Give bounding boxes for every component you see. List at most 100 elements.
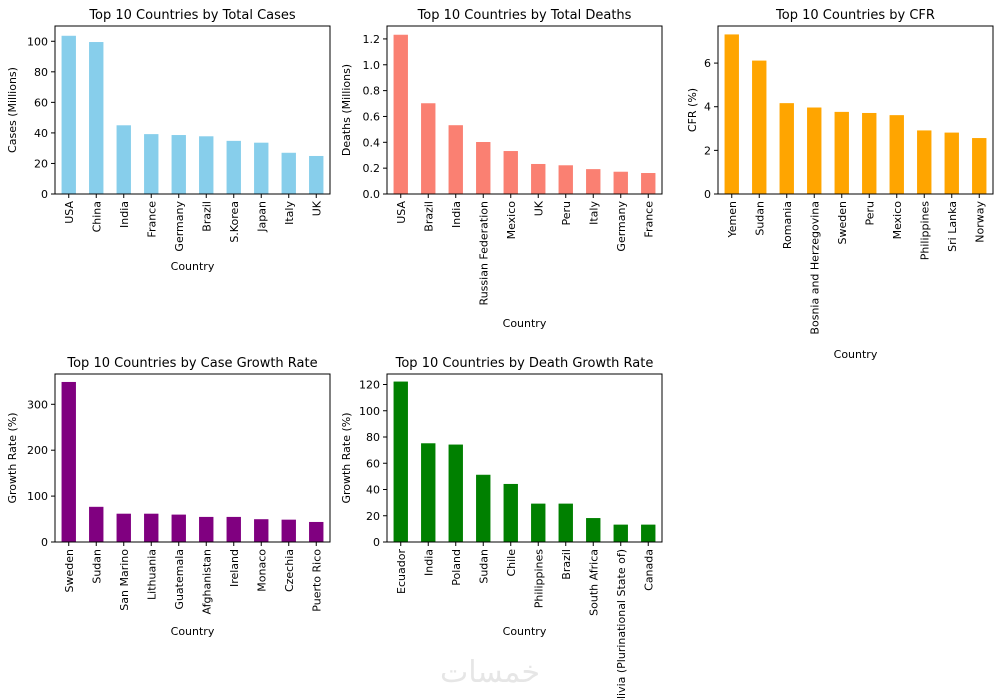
bar-guatemala <box>171 514 186 543</box>
x-tick-label: Peru <box>863 201 876 226</box>
x-tick-label: India <box>422 549 435 576</box>
chart-4: Top 10 Countries by Case Growth Rate 0 100… <box>6 356 331 638</box>
chart-3: Top 10 Countries by CFR 0 2 4 6 Yemen Sudan Rom… <box>686 8 994 361</box>
x-tick-label: Brazil <box>422 201 435 232</box>
bar-france <box>144 134 159 195</box>
bar-sri-lanka <box>944 132 959 195</box>
y-tick-label: 2 <box>704 144 711 157</box>
chart-1: Top 10 Countries by Total Cases 0 20 40 60 80… <box>6 8 331 273</box>
x-tick-label: Sudan <box>753 201 766 236</box>
x-tick-label: Czechia <box>283 549 296 592</box>
x-tick-label: Sri Lanka <box>946 201 959 252</box>
bar-afghanistan <box>199 516 214 543</box>
bar-ecuador <box>393 381 408 543</box>
bar-uk <box>531 163 546 195</box>
x-tick-label: Sudan <box>477 549 490 584</box>
x-tick-label: India <box>118 201 131 228</box>
chart-title: Top 10 Countries by Total Deaths <box>417 8 632 23</box>
x-tick-label: France <box>642 201 655 238</box>
x-tick-label: Puerto Rico <box>310 549 323 612</box>
x-tick-label: South Africa <box>587 549 600 616</box>
y-tick-label: 60 <box>34 96 48 109</box>
x-tick-label: Italy <box>587 201 600 225</box>
x-tick-label: Russian Federation <box>477 201 490 305</box>
bar-san-marino <box>116 513 131 543</box>
bar-mexico <box>503 151 518 195</box>
x-tick-label: Ireland <box>228 549 241 587</box>
bar-brazil <box>558 503 573 543</box>
y-axis-label: Deaths (Millions) <box>340 64 353 156</box>
y-tick-label: 100 <box>27 35 48 48</box>
chart-title: Top 10 Countries by CFR <box>775 8 935 23</box>
bar-peru <box>862 112 877 195</box>
bar-india <box>448 125 463 195</box>
watermark-logo: خمسات <box>440 655 541 690</box>
x-tick-label: Sudan <box>90 549 103 584</box>
y-axis-label: CFR (%) <box>686 88 699 132</box>
y-tick-label: 0 <box>373 536 380 549</box>
x-tick-label: Guatemala <box>173 549 186 610</box>
x-tick-label: Philippines <box>532 549 545 609</box>
chart-title: Top 10 Countries by Case Growth Rate <box>66 356 317 371</box>
x-axis-label: Country <box>834 348 878 361</box>
chart-title: Top 10 Countries by Death Growth Rate <box>395 356 654 371</box>
x-tick-label: Japan <box>255 201 268 233</box>
x-tick-label: UK <box>532 200 545 216</box>
y-axis-label: Growth Rate (%) <box>6 412 19 503</box>
y-tick-label: 0.2 <box>363 162 381 175</box>
x-tick-label: San Marino <box>118 549 131 611</box>
x-tick-label: Sweden <box>836 201 849 244</box>
x-tick-label: Brazil <box>560 549 573 580</box>
bar-czechia <box>281 519 296 543</box>
bar-romania <box>779 103 794 195</box>
bar-sudan <box>89 506 104 543</box>
axes-frame <box>386 25 663 195</box>
x-tick-label: Brazil <box>200 201 213 232</box>
bar-philippines <box>531 503 546 543</box>
bar-peru <box>558 165 573 195</box>
x-axis-label: Country <box>171 625 215 638</box>
y-tick-label: 20 <box>366 510 380 523</box>
x-tick-label: Romania <box>781 201 794 249</box>
bar-puerto-rico <box>309 521 324 543</box>
y-tick-label: 40 <box>34 127 48 140</box>
x-tick-label: Afghanistan <box>200 549 213 615</box>
y-tick-label: 200 <box>27 444 48 457</box>
axes-frame <box>54 373 331 543</box>
y-tick-label: 80 <box>366 431 380 444</box>
y-tick-label: 0.4 <box>363 136 381 149</box>
bar-south-africa <box>586 518 601 543</box>
y-tick-label: 0 <box>41 536 48 549</box>
x-tick-label: India <box>450 201 463 228</box>
bar-norway <box>972 138 987 195</box>
y-tick-label: 4 <box>704 101 711 114</box>
y-tick-label: 1.0 <box>363 59 381 72</box>
axes-frame <box>717 25 994 195</box>
axes-frame <box>386 373 663 543</box>
bar-s-korea <box>226 140 241 195</box>
bar-sweden <box>61 381 76 543</box>
x-tick-label: Yemen <box>726 201 739 239</box>
x-tick-label: Norway <box>973 201 986 243</box>
y-axis-label: Growth Rate (%) <box>340 412 353 503</box>
bar-india <box>116 125 131 195</box>
x-tick-label: Canada <box>642 549 655 591</box>
y-tick-label: 100 <box>359 405 380 418</box>
bar-germany <box>171 135 186 195</box>
x-tick-label: France <box>145 201 158 238</box>
x-tick-label: Germany <box>173 201 186 252</box>
bar-italy <box>586 169 601 195</box>
x-tick-label: Bolivia (Plurinational State of) <box>615 549 628 700</box>
bar-sudan <box>752 60 767 195</box>
x-tick-label: Philippines <box>918 201 931 261</box>
y-tick-label: 80 <box>34 66 48 79</box>
bar-ireland <box>226 516 241 543</box>
bar-chile <box>503 483 518 543</box>
x-tick-label: UK <box>310 200 323 216</box>
x-tick-label: Germany <box>615 201 628 252</box>
y-axis-label: Cases (Millions) <box>6 67 19 153</box>
y-tick-label: 100 <box>27 490 48 503</box>
x-tick-label: Monaco <box>255 549 268 592</box>
bar-china <box>89 42 104 195</box>
